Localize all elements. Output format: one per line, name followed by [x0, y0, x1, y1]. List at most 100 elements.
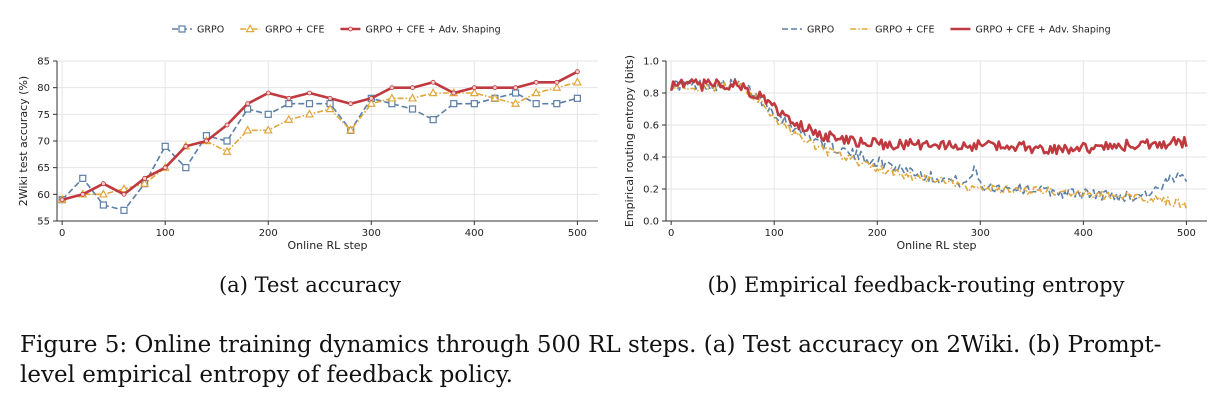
data-point-dot: [533, 79, 539, 85]
data-point-square: [223, 137, 231, 145]
data-point-triangle: [552, 82, 562, 91]
data-point-triangle: [469, 87, 479, 97]
data-point-dot: [100, 181, 106, 187]
x-tick-label: 300: [362, 228, 381, 239]
data-point-triangle: [140, 178, 150, 187]
y-tick-label: 0.0: [643, 217, 659, 228]
y-tick-label: 70: [37, 137, 50, 148]
data-point-triangle: [284, 114, 294, 123]
x-tick-label: 100: [765, 228, 784, 239]
legend-label-1: GRPO: [807, 25, 834, 36]
data-point-square: [79, 174, 87, 182]
data-point-dot: [327, 95, 333, 101]
data-point-dot: [430, 79, 436, 85]
x-tick-label: 100: [156, 228, 175, 239]
x-tick-label: 400: [465, 228, 484, 239]
y-tick-label: 75: [37, 110, 50, 121]
data-point-dot: [162, 165, 168, 171]
data-point-square: [99, 201, 107, 209]
data-point-dot: [286, 95, 292, 101]
legend-label-2: GRPO + CFE: [265, 25, 324, 36]
data-point-square: [408, 105, 417, 113]
y-tick-label: 1.0: [643, 57, 659, 68]
x-tick-label: 0: [668, 228, 674, 239]
data-point-square: [429, 116, 437, 124]
data-point-dot: [80, 191, 86, 197]
data-point-dot: [121, 191, 127, 197]
legend-marker: [348, 26, 353, 32]
y-tick-label: 0.2: [643, 185, 659, 196]
data-point-triangle: [98, 189, 108, 198]
data-point-square: [161, 142, 169, 150]
data-point-triangle: [119, 183, 129, 193]
data-point-triangle: [387, 93, 397, 102]
y-axis-label: Empirical routing entropy (bits): [623, 55, 636, 227]
data-point-square: [470, 100, 478, 108]
x-axis-label: Online RL step: [287, 239, 367, 252]
figure-caption: Figure 5: Online training dynamics throu…: [20, 332, 1162, 388]
data-point-dot: [59, 197, 65, 203]
data-point-square: [285, 100, 293, 108]
legend-label-2: GRPO + CFE: [875, 25, 934, 36]
x-axis-label: Online RL step: [896, 239, 976, 252]
legend-label-3: GRPO + CFE + Adv. Shaping: [975, 25, 1110, 36]
data-point-dot: [368, 95, 374, 101]
data-point-square: [532, 100, 540, 108]
series-line-1: [61, 92, 578, 212]
data-point-dot: [471, 85, 477, 91]
data-point-dot: [307, 90, 312, 96]
data-point-dot: [410, 85, 415, 91]
data-point-square: [388, 100, 396, 108]
data-point-dot: [224, 122, 230, 128]
data-point-dot: [265, 90, 271, 96]
legend-marker: [178, 25, 186, 33]
data-point-triangle: [263, 125, 273, 134]
data-point-dot: [554, 79, 560, 85]
data-point-square: [573, 94, 581, 102]
subcaption: (a) Test accuracy: [219, 273, 401, 297]
data-point-triangle: [304, 109, 314, 118]
data-point-triangle: [531, 87, 541, 97]
data-point-square: [264, 110, 272, 118]
x-tick-label: 500: [1177, 228, 1196, 239]
data-point-dot: [142, 175, 147, 181]
data-point-triangle: [408, 93, 418, 102]
data-point-triangle: [490, 93, 500, 102]
y-tick-label: 65: [37, 163, 50, 174]
data-point-triangle: [572, 77, 582, 86]
x-tick-label: 200: [259, 228, 278, 239]
panel-b-entropy-chart: 0.0 0.2 0.4 0.6 0.8 1.0 0 100 200 300 400 500 Online…: [623, 25, 1207, 297]
x-tick-label: 400: [1074, 228, 1093, 239]
data-point-dot: [183, 143, 189, 149]
data-point-square: [120, 206, 128, 214]
data-point-dot: [513, 85, 518, 91]
x-tick-label: 0: [59, 228, 65, 239]
series-line-3: [669, 78, 1188, 156]
y-tick-label: 85: [37, 57, 50, 68]
data-point-square: [511, 89, 520, 97]
data-point-triangle: [428, 87, 438, 97]
legend-marker: [245, 23, 255, 33]
data-point-square: [553, 100, 561, 108]
y-axis-label: 2Wiki test accuracy (%): [17, 76, 30, 206]
data-point-dot: [245, 101, 251, 107]
data-point-square: [450, 100, 458, 108]
data-point-triangle: [511, 98, 521, 107]
panel-a-accuracy-chart: 55 60 65 70 75 80 85 0 100 200 300 400 500 Online RL …: [17, 23, 598, 297]
legend-label-1: GRPO: [197, 25, 224, 36]
x-tick-label: 500: [568, 228, 587, 239]
data-point-triangle: [346, 125, 356, 134]
data-point-dot: [348, 101, 354, 107]
series-line-1: [670, 77, 1188, 203]
data-point-square: [182, 164, 190, 172]
y-tick-label: 60: [37, 190, 50, 201]
data-point-dot: [492, 85, 498, 91]
subcaption: (b) Empirical feedback-routing entropy: [708, 273, 1125, 297]
data-point-dot: [204, 138, 209, 144]
data-point-triangle: [325, 103, 335, 113]
data-point-dot: [574, 69, 580, 75]
data-point-triangle: [222, 146, 232, 155]
data-point-triangle: [243, 125, 253, 134]
x-tick-label: 300: [971, 228, 990, 239]
